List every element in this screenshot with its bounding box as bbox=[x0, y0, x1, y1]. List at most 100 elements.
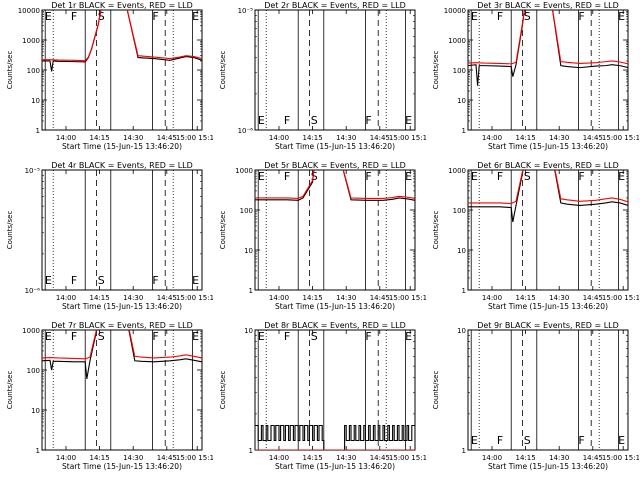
event-marker-label: F bbox=[497, 434, 503, 447]
event-marker-label: F bbox=[152, 10, 158, 23]
x-axis-label: Start Time (15-Jun-15 13:46:20) bbox=[275, 142, 395, 151]
event-marker-label: S bbox=[98, 330, 105, 343]
event-marker-label: F bbox=[497, 10, 503, 23]
lld-series-line bbox=[255, 170, 415, 199]
panel-det9r: Det 9r BLACK = Events, RED = LLD 1 10 14:00… bbox=[432, 321, 639, 471]
x-axis-label: Start Time (15-Jun-15 13:46:20) bbox=[488, 462, 608, 471]
panel-det7r: Det 7r BLACK = Events, RED = LLD 1 10 100 10… bbox=[6, 321, 213, 471]
x-tick-label: 14:15 bbox=[516, 454, 536, 462]
event-marker-label: F bbox=[152, 274, 158, 287]
y-tick-label: 10⁻⁶ bbox=[25, 287, 41, 295]
event-marker-label: F bbox=[284, 330, 290, 343]
event-marker-label: E bbox=[405, 330, 412, 343]
y-tick-label: 10000 bbox=[18, 7, 40, 15]
x-tick-label: 14:30 bbox=[123, 134, 143, 142]
y-tick-label: 100 bbox=[453, 67, 466, 75]
plot-frame bbox=[41, 169, 203, 291]
x-tick-label: 14:15 bbox=[303, 294, 323, 302]
y-tick-label: 10 bbox=[244, 247, 253, 255]
y-axis-label: Counts/sec bbox=[6, 211, 14, 250]
y-axis-label: Counts/sec bbox=[219, 371, 227, 410]
y-tick-label: 100 bbox=[27, 367, 40, 375]
y-tick-label: 10 bbox=[31, 407, 40, 415]
x-tick-label: 14:15 bbox=[90, 454, 110, 462]
event-marker-label: F bbox=[365, 170, 371, 183]
y-tick-label: 10⁻⁵ bbox=[238, 7, 254, 15]
x-tick-label: 14:15 bbox=[516, 294, 536, 302]
x-tick-label: 14:30 bbox=[549, 294, 569, 302]
y-tick-label: 100 bbox=[27, 67, 40, 75]
event-marker-label: F bbox=[71, 274, 77, 287]
plot-frame bbox=[41, 329, 203, 451]
plot-frame bbox=[41, 9, 203, 131]
lld-series-line bbox=[42, 10, 202, 62]
panel-det8r: Det 8r BLACK = Events, RED = LLD 1 10 14:00… bbox=[219, 321, 426, 471]
y-tick-label: 10 bbox=[31, 97, 40, 105]
x-tick-label: 15:00 15:15 bbox=[176, 294, 213, 302]
x-tick-label: 14:00 bbox=[56, 454, 76, 462]
event-marker-label: F bbox=[152, 330, 158, 343]
x-axis-label: Start Time (15-Jun-15 13:46:20) bbox=[275, 302, 395, 311]
y-tick-label: 10⁻⁶ bbox=[238, 127, 254, 135]
y-axis-label: Counts/sec bbox=[219, 51, 227, 90]
event-marker-label: S bbox=[524, 434, 531, 447]
event-marker-label: F bbox=[578, 10, 584, 23]
y-tick-label: 1000 bbox=[448, 167, 466, 175]
x-tick-label: 15:00 15:15 bbox=[602, 454, 639, 462]
event-marker-label: F bbox=[365, 330, 371, 343]
event-marker-label: F bbox=[365, 114, 371, 127]
event-marker-label: S bbox=[524, 10, 531, 23]
x-tick-label: 14:30 bbox=[336, 294, 356, 302]
y-tick-label: 10 bbox=[457, 247, 466, 255]
x-tick-label: 14:45 bbox=[583, 294, 603, 302]
x-tick-label: 14:30 bbox=[123, 294, 143, 302]
x-tick-label: 14:45 bbox=[157, 134, 177, 142]
lld-series-line bbox=[468, 10, 628, 65]
series-group bbox=[255, 170, 415, 201]
plot-frame bbox=[254, 169, 416, 291]
event-marker-label: E bbox=[192, 274, 199, 287]
event-marker-label: E bbox=[45, 330, 52, 343]
event-marker-label: F bbox=[284, 170, 290, 183]
y-tick-label: 100 bbox=[240, 207, 253, 215]
event-marker-label: E bbox=[405, 170, 412, 183]
series-group bbox=[255, 424, 415, 450]
y-axis-label: Counts/sec bbox=[6, 371, 14, 410]
y-tick-label: 1000 bbox=[22, 327, 40, 335]
event-marker-label: E bbox=[471, 434, 478, 447]
chart-title: Det 2r BLACK = Events, RED = LLD bbox=[264, 1, 406, 10]
y-axis-label: Counts/sec bbox=[432, 211, 440, 250]
chart-title: Det 5r BLACK = Events, RED = LLD bbox=[264, 161, 406, 170]
event-marker-label: F bbox=[284, 114, 290, 127]
x-tick-label: 15:00 15:15 bbox=[389, 134, 426, 142]
event-marker-label: S bbox=[524, 170, 531, 183]
panel-det1r: Det 1r BLACK = Events, RED = LLD 1 10 100 10… bbox=[6, 1, 213, 151]
panel-det2r: Det 2r BLACK = Events, RED = LLD 10⁻⁶ 10⁻⁵… bbox=[219, 1, 426, 151]
series-group bbox=[468, 170, 628, 223]
event-marker-label: E bbox=[618, 10, 625, 23]
y-tick-label: 1000 bbox=[235, 167, 253, 175]
plot-frame bbox=[467, 9, 629, 131]
y-tick-label: 1 bbox=[462, 127, 466, 135]
event-marker-label: S bbox=[98, 274, 105, 287]
chart-title: Det 3r BLACK = Events, RED = LLD bbox=[477, 1, 619, 10]
event-marker-label: S bbox=[98, 10, 105, 23]
x-axis-label: Start Time (15-Jun-15 13:46:20) bbox=[275, 462, 395, 471]
y-tick-label: 1 bbox=[249, 287, 253, 295]
x-tick-label: 14:00 bbox=[269, 454, 289, 462]
event-marker-label: E bbox=[45, 274, 52, 287]
event-marker-label: S bbox=[311, 170, 318, 183]
event-marker-label: E bbox=[471, 10, 478, 23]
plot-frame bbox=[467, 169, 629, 291]
y-tick-label: 1000 bbox=[448, 37, 466, 45]
y-tick-label: 10000 bbox=[444, 7, 466, 15]
events-series-line bbox=[42, 330, 202, 379]
y-axis-label: Counts/sec bbox=[432, 51, 440, 90]
x-tick-label: 15:00 15:15 bbox=[602, 134, 639, 142]
event-marker-label: E bbox=[192, 10, 199, 23]
event-marker-label: F bbox=[497, 170, 503, 183]
chart-title: Det 7r BLACK = Events, RED = LLD bbox=[51, 321, 193, 330]
x-tick-label: 14:45 bbox=[583, 454, 603, 462]
event-marker-label: F bbox=[578, 170, 584, 183]
x-tick-label: 14:30 bbox=[336, 454, 356, 462]
